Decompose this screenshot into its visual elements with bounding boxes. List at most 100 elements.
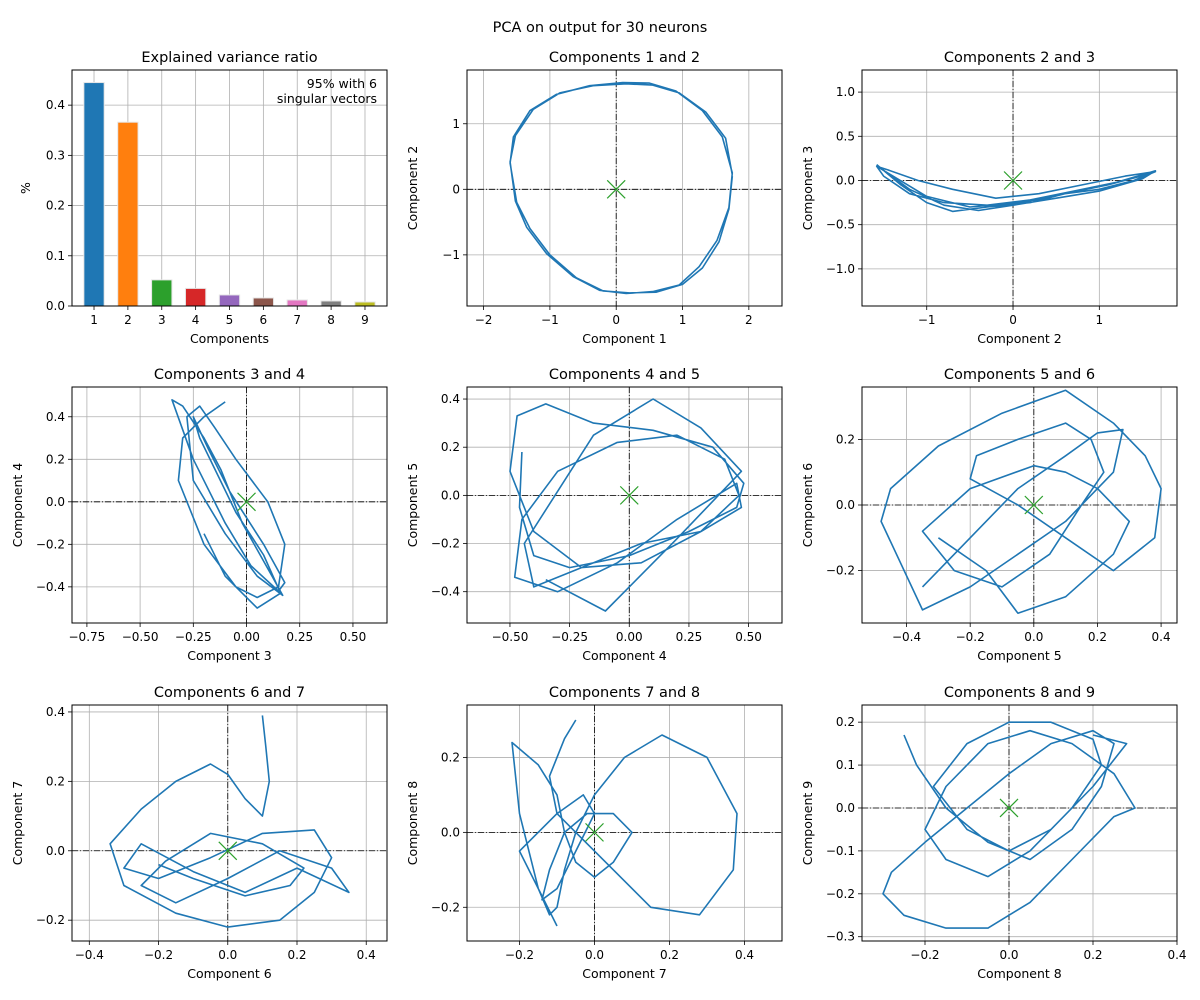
y-tick-label: 1 xyxy=(452,117,460,131)
x-tick-label: −0.2 xyxy=(144,948,173,962)
origin-x-marker xyxy=(1003,171,1023,190)
y-tick-label: 0.4 xyxy=(441,392,460,406)
trajectory-line xyxy=(875,163,1157,213)
y-tick-label: 0.2 xyxy=(836,432,855,446)
bar-4 xyxy=(184,287,207,306)
x-tick-label: −1 xyxy=(918,313,936,327)
bar-1 xyxy=(83,82,105,306)
y-axis-label: Component 2 xyxy=(405,146,420,231)
grid-lines xyxy=(72,387,387,623)
subplot-8: −0.2 0.0 0.2 0.4 −0.2 0.0 0.2 Components 7 and … xyxy=(405,685,783,981)
y-axis-label: Component 6 xyxy=(800,463,815,548)
y-tick-label: 0 xyxy=(452,182,460,196)
trajectory-line xyxy=(509,398,745,612)
x-tick-label: 0.50 xyxy=(735,630,762,644)
x-tick-label: 0.0 xyxy=(585,948,604,962)
x-tick-label: −0.25 xyxy=(551,630,588,644)
x-axis-label: Component 1 xyxy=(582,331,667,346)
x-tick-label: 1 xyxy=(90,313,98,327)
origin-x-marker xyxy=(606,179,626,199)
bar-9 xyxy=(354,301,376,306)
x-tick-label: 0.00 xyxy=(616,630,643,644)
x-tick-label: −0.75 xyxy=(69,630,106,644)
y-tick-label: 0.3 xyxy=(46,148,65,162)
y-tick-label: 0.0 xyxy=(46,299,65,313)
y-axis-label: Component 4 xyxy=(10,463,25,548)
plot-area xyxy=(72,705,387,941)
plot-area xyxy=(862,70,1177,306)
grid-lines xyxy=(467,387,782,623)
x-tick-label: 0.50 xyxy=(340,630,367,644)
axes-frame xyxy=(71,704,388,942)
y-tick-label: 0.2 xyxy=(46,199,65,213)
x-tick-label: 0.0 xyxy=(999,948,1018,962)
trajectory-line xyxy=(882,721,1136,929)
subplot-title: Components 7 and 8 xyxy=(549,685,700,701)
y-axis-label: Component 5 xyxy=(405,463,420,548)
x-tick-label: −0.50 xyxy=(492,630,529,644)
axes-frame xyxy=(466,704,783,942)
origin-x-marker xyxy=(999,798,1019,818)
x-tick-label: 9 xyxy=(361,313,369,327)
plot-area xyxy=(862,705,1177,941)
grid-lines xyxy=(72,705,387,941)
x-tick-label: −0.4 xyxy=(75,948,104,962)
bar-3 xyxy=(151,279,173,306)
subplot-title: Components 6 and 7 xyxy=(154,685,305,701)
subplot-title: Explained variance ratio xyxy=(141,50,317,66)
x-tick-label: 6 xyxy=(260,313,268,327)
x-tick-label: 8 xyxy=(327,313,335,327)
x-tick-label: −2 xyxy=(475,313,493,327)
x-tick-label: 0.25 xyxy=(676,630,703,644)
y-tick-label: 0.0 xyxy=(836,498,855,512)
y-tick-label: −0.2 xyxy=(36,913,65,927)
subplot-title: Components 2 and 3 xyxy=(944,50,1095,66)
x-tick-label: 0 xyxy=(1009,313,1017,327)
x-tick-label: 0.0 xyxy=(1024,630,1043,644)
y-tick-label: 0.2 xyxy=(836,715,855,729)
plot-area xyxy=(83,82,376,306)
x-axis-label: Component 8 xyxy=(977,966,1062,981)
x-tick-label: −0.25 xyxy=(175,630,212,644)
x-tick-label: 1 xyxy=(1096,313,1104,327)
origin-x-marker xyxy=(237,492,256,512)
y-axis-label: Component 8 xyxy=(405,781,420,866)
x-tick-label: 1 xyxy=(679,313,687,327)
origin-x-marker xyxy=(218,841,238,861)
origin-x-marker xyxy=(585,822,604,842)
figure-title: PCA on output for 30 neurons xyxy=(493,20,708,36)
x-tick-label: −0.50 xyxy=(122,630,159,644)
axes-frame xyxy=(71,386,388,624)
trajectory-line xyxy=(880,389,1162,614)
origin-x-marker xyxy=(1024,495,1044,515)
y-tick-label: −1.0 xyxy=(826,262,855,276)
axes-frame xyxy=(861,69,1178,307)
subplot-title: Components 4 and 5 xyxy=(549,367,700,383)
plot-area xyxy=(862,387,1177,623)
plot-area xyxy=(467,387,782,623)
y-tick-label: 0.0 xyxy=(441,825,460,839)
bar-7 xyxy=(286,299,308,306)
plot-area xyxy=(467,70,782,306)
trajectory-line xyxy=(509,81,734,295)
x-tick-label: −0.2 xyxy=(956,630,985,644)
axes-frame xyxy=(466,69,783,307)
y-tick-label: 0.4 xyxy=(46,410,65,424)
axes-frame xyxy=(861,704,1178,942)
subplot-title: Components 1 and 2 xyxy=(549,50,700,66)
y-tick-label: 0.0 xyxy=(836,801,855,815)
y-tick-label: 0.2 xyxy=(46,774,65,788)
y-tick-label: 0.2 xyxy=(46,452,65,466)
x-axis-label: Component 5 xyxy=(977,648,1062,663)
y-tick-label: −0.2 xyxy=(826,564,855,578)
y-tick-label: 0.1 xyxy=(836,758,855,772)
x-tick-label: 0.4 xyxy=(357,948,376,962)
y-tick-label: 0.2 xyxy=(441,440,460,454)
x-tick-label: 4 xyxy=(192,313,200,327)
subplot-title: Components 8 and 9 xyxy=(944,685,1095,701)
subplot-2: −2 −1 0 1 2 −1 0 1 Components 1 and 2 Component 1… xyxy=(405,50,783,346)
grid-lines xyxy=(862,705,1178,941)
